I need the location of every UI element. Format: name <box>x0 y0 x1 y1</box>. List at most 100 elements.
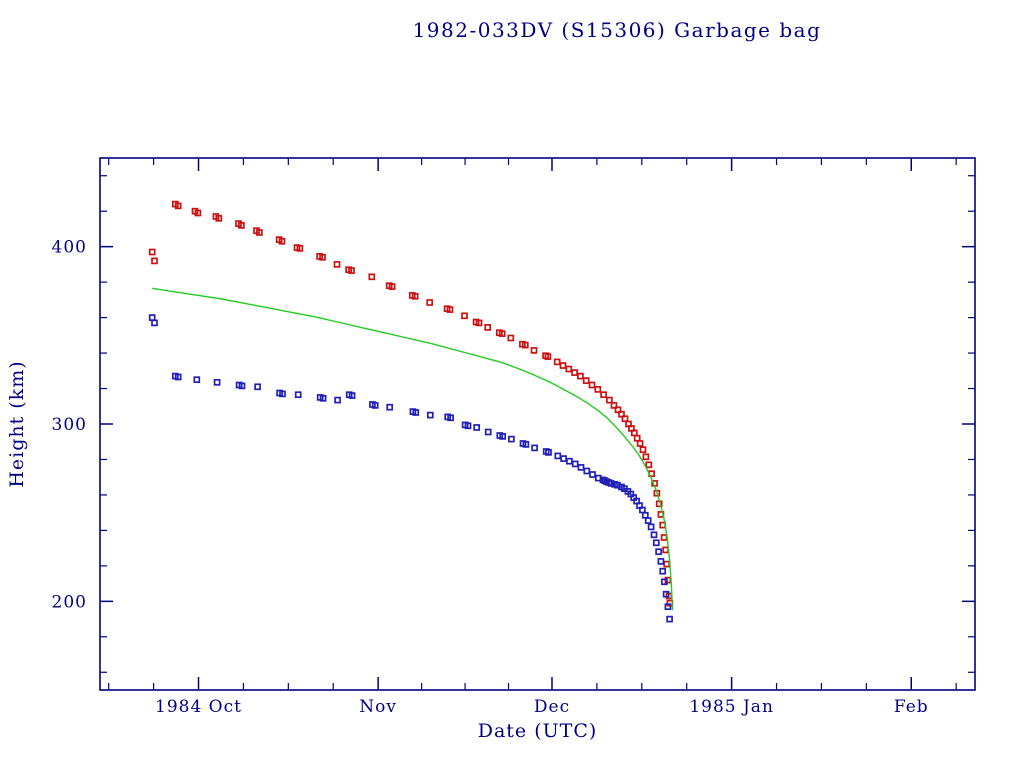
perigee-height-point <box>386 403 394 411</box>
plot-title: 1982-033DV (S15306) Garbage bag <box>412 18 822 42</box>
apogee-height-point <box>368 273 376 281</box>
apogee-height-point <box>498 330 506 337</box>
perigee-height-point <box>566 457 573 465</box>
y-tick-label: 400 <box>52 238 87 258</box>
perigee-height-point <box>213 378 221 386</box>
apogee-height-point <box>148 248 156 256</box>
apogee-height-point <box>577 372 584 380</box>
perigee-height-point <box>577 464 585 471</box>
apogee-height-point <box>348 267 355 274</box>
apogee-height-point <box>475 319 483 327</box>
perigee-height-point <box>371 402 379 409</box>
x-tick-label: Nov <box>359 697 397 717</box>
apogee-height-point <box>194 209 202 217</box>
perigee-height-point <box>522 441 530 448</box>
perigee-height-point <box>639 506 646 514</box>
perigee-height-point <box>464 422 472 430</box>
apogee-height-point <box>645 461 653 469</box>
perigee-height-point <box>238 382 246 390</box>
perigee-height-point <box>334 396 341 404</box>
apogee-height-point <box>426 299 434 306</box>
perigee-height-point <box>641 511 649 519</box>
perigee-height-point <box>473 424 481 431</box>
apogee-height-point <box>238 222 245 229</box>
perigee-height-point <box>657 558 665 565</box>
apogee-height-point <box>446 306 454 313</box>
perigee-height-point <box>426 411 434 419</box>
perigee-height-point <box>655 548 662 556</box>
y-tick-label: 300 <box>52 415 87 435</box>
perigee-height-point <box>647 523 655 531</box>
apogee-height-point <box>663 560 671 568</box>
perigee-height-point <box>412 409 420 416</box>
apogee-height-point <box>521 341 529 349</box>
perigee-height-point <box>560 455 567 462</box>
apogee-height-point <box>215 214 223 222</box>
apogee-height-point <box>461 312 468 320</box>
perigee-height-point <box>279 390 286 398</box>
apogee-height-point <box>588 381 596 389</box>
perigee-height-point <box>193 376 201 384</box>
apogee-height-point <box>411 292 419 300</box>
apogee-height-point <box>594 386 602 393</box>
apogee-height-point <box>296 245 304 252</box>
perigee-height-point <box>571 460 579 468</box>
apogee-height-point <box>660 534 668 541</box>
perigee-height-point <box>652 539 660 547</box>
perigee-height-point <box>554 452 562 460</box>
apogee-height-point <box>559 362 567 369</box>
apogee-height-point <box>544 353 552 360</box>
x-tick-label: Dec <box>534 697 570 717</box>
perigee-height-point <box>348 392 356 399</box>
apogee-height-point <box>278 237 286 245</box>
perigee-height-point <box>545 449 552 456</box>
perigee-height-point <box>319 394 327 402</box>
perigee-height-point <box>666 615 673 623</box>
apogee-height-point <box>256 229 263 236</box>
apogee-height-point <box>571 369 578 376</box>
apogee-height-point <box>530 347 538 354</box>
perigee-height-point <box>254 383 261 391</box>
perigee-height-point <box>659 567 667 575</box>
apogee-height-point <box>388 283 396 290</box>
perigee-height-point <box>151 319 158 327</box>
perigee-height-point <box>662 590 670 598</box>
x-tick-label: Feb <box>894 697 929 717</box>
apogee-height-point <box>582 377 590 384</box>
mean-height-model-line <box>152 287 674 611</box>
perigee-height-point <box>650 531 658 539</box>
apogee-height-point <box>606 396 613 404</box>
perigee-height-point <box>148 314 156 321</box>
apogee-height-point <box>553 358 561 366</box>
perigee-height-point <box>644 517 652 524</box>
apogee-height-point <box>639 446 647 454</box>
apogee-height-point <box>151 257 158 265</box>
perigee-height-point <box>661 578 668 586</box>
perigee-height-point <box>607 480 615 487</box>
apogee-height-point <box>174 202 182 210</box>
axis-frame <box>99 157 976 691</box>
apogee-height-point <box>636 440 644 447</box>
perigee-height-point <box>294 391 302 399</box>
apogee-height-point <box>507 334 515 342</box>
perigee-height-point <box>583 467 591 475</box>
perigee-height-point <box>508 435 515 443</box>
apogee-height-point <box>618 410 625 418</box>
apogee-height-point <box>642 453 650 461</box>
apogee-height-point <box>610 402 618 409</box>
apogee-height-point <box>565 365 573 373</box>
perigee-height-point <box>664 603 672 611</box>
x-axis-title: Date (UTC) <box>477 720 598 742</box>
perigee-height-point <box>589 471 596 478</box>
perigee-height-point <box>484 428 492 436</box>
apogee-height-point <box>630 429 638 437</box>
perigee-height-point <box>447 414 454 422</box>
apogee-height-point <box>484 324 492 331</box>
perigee-height-point <box>174 373 182 381</box>
perigee-height-point <box>499 433 507 440</box>
x-tick-label: 1985 Jan <box>689 697 774 717</box>
apogee-height-point <box>633 434 641 442</box>
apogee-height-point <box>662 546 669 554</box>
